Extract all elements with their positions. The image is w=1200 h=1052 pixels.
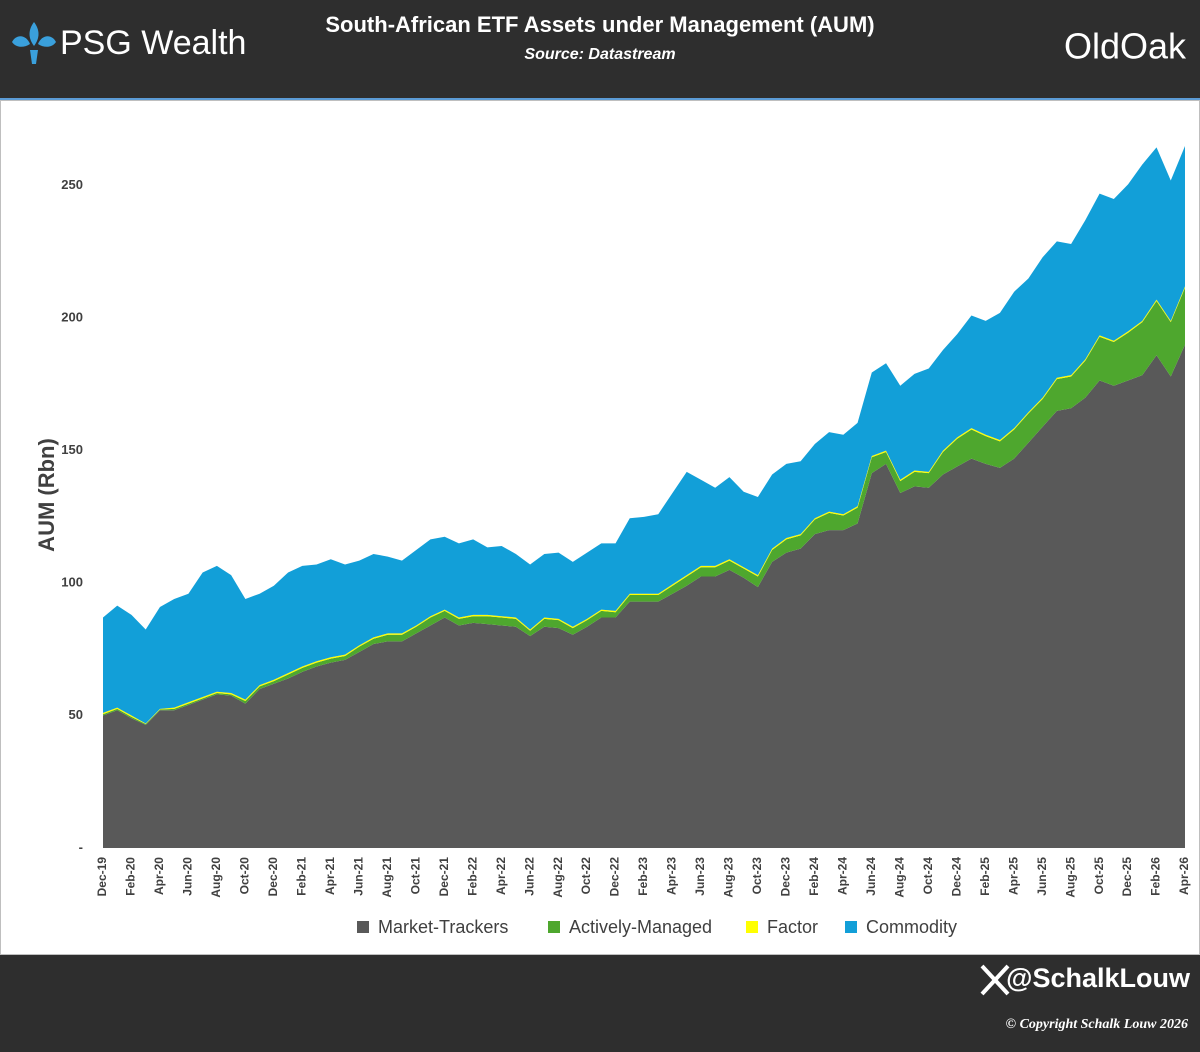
x-tick-label: Oct-22 xyxy=(579,857,593,895)
x-logo xyxy=(980,964,1010,996)
legend-swatch xyxy=(746,921,758,933)
x-tick-label: Apr-23 xyxy=(665,857,679,895)
x-tick-label: Dec-25 xyxy=(1120,857,1134,897)
x-tick-label: Jun-23 xyxy=(693,857,707,896)
y-tick-label: 100 xyxy=(61,575,83,590)
x-tick-label: Dec-21 xyxy=(437,857,451,897)
x-tick-label: Oct-23 xyxy=(750,857,764,895)
x-tick-label: Aug-20 xyxy=(209,857,223,898)
y-axis-label: AUM (Rbn) xyxy=(34,438,59,552)
chart-subtitle: Source: Datastream xyxy=(524,46,675,63)
footer-handle: @SchalkLouw xyxy=(1006,963,1191,993)
y-tick-label: 50 xyxy=(69,707,83,722)
x-tick-label: Dec-23 xyxy=(779,857,793,897)
area xyxy=(103,146,1185,724)
legend-swatch xyxy=(548,921,560,933)
x-tick-label: Feb-24 xyxy=(807,857,821,896)
x-tick-label: Feb-23 xyxy=(636,857,650,896)
x-tick-label: Apr-22 xyxy=(494,857,508,895)
footer-copyright: © Copyright Schalk Louw 2026 xyxy=(1006,1017,1188,1032)
x-tick-label: Feb-22 xyxy=(465,857,479,896)
x-tick-label: Jun-21 xyxy=(351,857,365,896)
x-tick-label: Oct-24 xyxy=(921,857,935,895)
x-tick-label: Oct-21 xyxy=(408,857,422,895)
legend-swatch xyxy=(845,921,857,933)
y-tick-label: - xyxy=(79,839,83,854)
header-band xyxy=(0,0,1200,98)
x-tick-label: Feb-26 xyxy=(1149,857,1163,896)
x-tick-label: Apr-25 xyxy=(1006,857,1020,895)
x-tick-label: Jun-24 xyxy=(864,857,878,896)
x-tick-label: Aug-22 xyxy=(551,857,565,898)
legend-swatch xyxy=(357,921,369,933)
x-tick-label: Apr-26 xyxy=(1177,857,1191,895)
x-tick-label: Aug-23 xyxy=(722,857,736,898)
x-tick-label: Apr-20 xyxy=(152,857,166,895)
x-tick-label: Jun-25 xyxy=(1035,857,1049,896)
footer-band xyxy=(0,955,1200,1052)
x-tick-label: Oct-20 xyxy=(238,857,252,895)
y-tick-label: 250 xyxy=(61,177,83,192)
x-tick-label: Apr-21 xyxy=(323,857,337,895)
y-tick-label: 200 xyxy=(61,310,83,325)
legend-label: Market-Trackers xyxy=(378,917,508,937)
x-tick-label: Oct-25 xyxy=(1092,857,1106,895)
x-tick-label: Feb-25 xyxy=(978,857,992,896)
x-tick-label: Jun-20 xyxy=(181,857,195,896)
legend-label: Actively-Managed xyxy=(569,917,712,937)
chart-title: South-African ETF Assets under Managemen… xyxy=(325,12,874,37)
logo-icon xyxy=(12,22,56,64)
x-tick-label: Feb-20 xyxy=(124,857,138,896)
legend-label: Commodity xyxy=(866,917,957,937)
x-tick-label: Aug-21 xyxy=(380,857,394,898)
x-tick-label: Dec-19 xyxy=(95,857,109,897)
area xyxy=(103,344,1185,848)
legend-label: Factor xyxy=(767,917,818,937)
brand-text: OldOak xyxy=(1064,26,1187,67)
x-tick-label: Aug-25 xyxy=(1063,857,1077,898)
x-tick-label: Jun-22 xyxy=(522,857,536,896)
x-tick-label: Dec-20 xyxy=(266,857,280,897)
x-tick-label: Dec-24 xyxy=(949,857,963,897)
x-tick-label: Dec-22 xyxy=(608,857,622,897)
x-tick-label: Apr-24 xyxy=(835,857,849,895)
x-tick-label: Aug-24 xyxy=(892,857,906,898)
logo-text: PSG Wealth xyxy=(60,24,246,62)
header-rule xyxy=(0,98,1200,100)
y-tick-label: 150 xyxy=(61,442,83,457)
x-tick-label: Feb-21 xyxy=(294,857,308,896)
